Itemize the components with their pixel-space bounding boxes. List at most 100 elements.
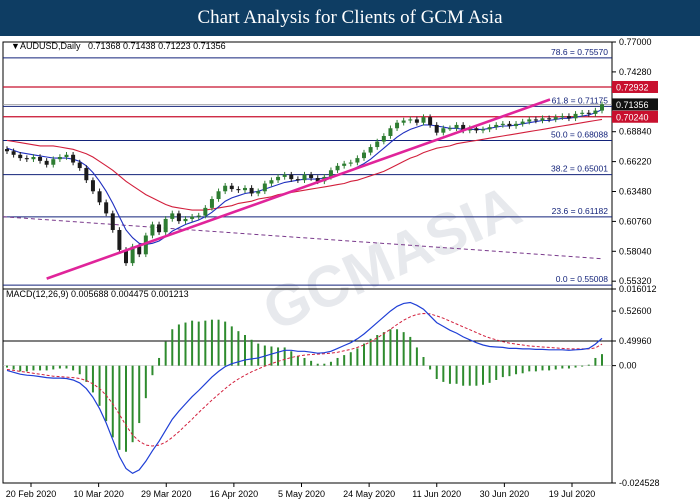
candle-body: [527, 119, 532, 122]
date-axis: 20 Feb 2020 10 Mar 2020 29 Mar 2020 16 Apr …: [6, 483, 596, 499]
candle-body: [163, 218, 168, 233]
candle-body: [51, 159, 56, 165]
price-tick-label: 0.60760: [619, 216, 652, 226]
report-banner: Chart Analysis for Clients of GCM Asia: [0, 0, 700, 36]
candle-body: [243, 187, 247, 191]
candle-body: [586, 112, 591, 114]
macd-histogram-bar: [58, 365, 61, 369]
macd-histogram-bar: [415, 347, 418, 366]
macd-histogram-bar: [594, 357, 597, 366]
macd-histogram-bar: [6, 365, 8, 368]
macd-histogram-bar: [204, 320, 207, 366]
ohlc-label: 0.71368 0.71438 0.71223 0.71356: [88, 41, 226, 51]
macd-histogram-bar: [389, 329, 392, 366]
macd-tick-label: 0.00: [619, 361, 637, 371]
macd-histogram-bar: [184, 322, 187, 366]
macd-histogram-bar: [25, 365, 28, 372]
macd-histogram-bar: [369, 338, 372, 366]
macd-histogram-bar: [541, 365, 544, 371]
macd-histogram-bar: [528, 365, 531, 372]
candle-body: [90, 180, 95, 192]
candle-body: [335, 165, 340, 171]
panel-menu-icon[interactable]: ▼: [11, 41, 20, 51]
candle-body: [44, 160, 49, 165]
candle-body: [395, 122, 400, 129]
candle-body: [315, 178, 320, 182]
macd-histogram-bar: [521, 365, 524, 374]
macd-histogram-bar: [554, 365, 557, 370]
price-tick-label: 0.74280: [619, 67, 652, 77]
candle-body: [408, 119, 413, 121]
macd-histogram-bar: [32, 365, 35, 371]
price-tick-label: 0.68840: [619, 127, 652, 137]
candle-body: [295, 179, 300, 181]
macd-histogram-bar: [574, 365, 577, 368]
macd-histogram-bar: [85, 365, 88, 382]
macd-histogram-bar: [534, 365, 537, 372]
macd-tick-label: 0.016012: [619, 284, 657, 294]
candle-body: [117, 229, 122, 250]
macd-histogram-bar: [65, 365, 68, 369]
macd-histogram-bar: [501, 365, 504, 378]
macd-histogram-bar: [435, 365, 438, 380]
macd-histogram-bar: [343, 355, 346, 366]
candle-body: [580, 112, 585, 114]
fib-level-label: 0.0 = 0.55008: [556, 274, 609, 284]
macd-signal-line: [6, 312, 603, 447]
candle-body: [38, 157, 43, 161]
macd-histogram-bar: [52, 365, 55, 370]
candle-body: [5, 149, 9, 152]
candle-body: [176, 213, 181, 222]
macd-histogram-bar: [508, 365, 511, 377]
candle-body: [573, 113, 578, 119]
candle-body: [262, 183, 267, 192]
symbol-label: AUDUSD,Daily: [20, 41, 81, 51]
macd-histogram-bar: [45, 365, 48, 371]
macd-histogram-bar: [422, 357, 425, 366]
macd-histogram-bar: [283, 347, 286, 366]
candle-body: [302, 174, 307, 181]
downtrend-line: [2, 216, 603, 260]
candle-body: [209, 199, 214, 208]
macd-histogram-bar: [277, 347, 280, 366]
candle-body: [362, 152, 366, 159]
candle-body: [124, 249, 128, 264]
candle-body: [223, 185, 228, 192]
date-tick-label: 10 Mar 2020: [73, 489, 124, 499]
macd-histogram-bar: [98, 365, 101, 406]
macd-histogram-bar: [78, 365, 81, 375]
candle-body: [348, 162, 353, 164]
candle-body: [474, 128, 479, 131]
candle-body: [461, 124, 466, 131]
price-tick-label: 0.77000: [619, 37, 652, 47]
macd-histogram-bar: [363, 343, 365, 366]
fib-level-label: 38.2 = 0.65001: [551, 164, 608, 174]
macd-histogram-bar: [118, 365, 121, 450]
date-tick-label: 20 Feb 2020: [6, 489, 57, 499]
macd-histogram-bar: [131, 365, 134, 443]
candle-body: [229, 185, 234, 190]
macd-histogram-bar: [601, 354, 603, 366]
macd-histogram-bar: [91, 365, 94, 393]
macd-histogram-bar: [217, 319, 220, 366]
resistance-price-tag: [612, 110, 658, 123]
macd-histogram-bar: [244, 334, 246, 366]
fib-level-label: 23.6 = 0.61182: [552, 206, 609, 216]
candle-body: [309, 174, 314, 179]
macd-histogram-bar: [495, 365, 498, 380]
macd-histogram-bar: [475, 365, 478, 386]
macd-histogram-bar: [382, 332, 385, 366]
macd-histogram-bar: [482, 365, 484, 385]
candle-body: [190, 216, 195, 219]
date-tick-label: 24 May 2020: [343, 489, 395, 499]
fib-level-label: 78.6 = 0.75570: [551, 47, 608, 57]
date-tick-label: 19 Jul 2020: [549, 489, 596, 499]
price-tick-label: 0.63480: [619, 187, 652, 197]
candle-body: [421, 117, 426, 123]
price-chart: 0.770000.742800.715600.688400.662200.634…: [0, 36, 700, 500]
current-price-label: 0.71356: [616, 100, 649, 110]
macd-histogram-bar: [210, 319, 213, 366]
macd-histogram-bar: [290, 351, 293, 366]
price-tick-label: 0.55320: [619, 276, 652, 286]
candle-body: [150, 224, 155, 236]
